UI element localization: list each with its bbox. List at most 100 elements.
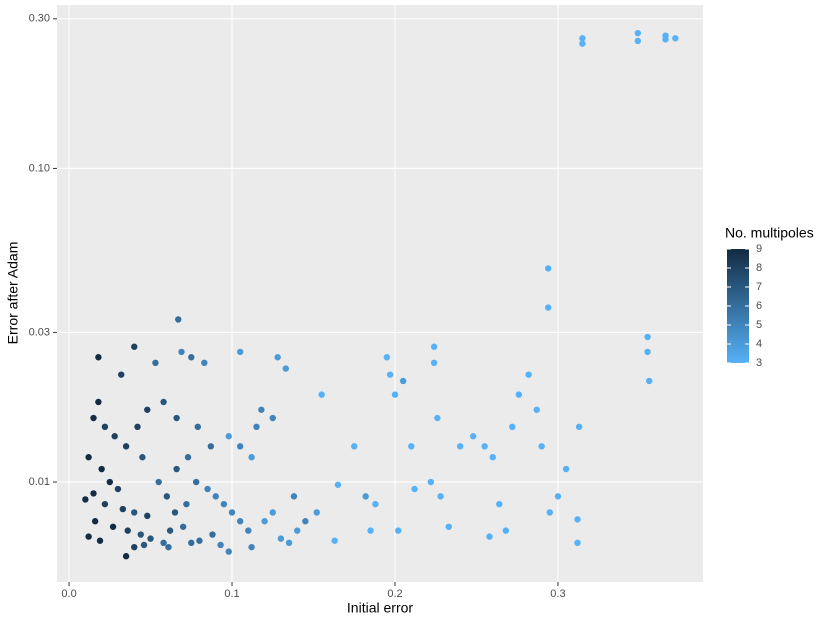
point [90,414,97,422]
point [313,509,320,516]
point [188,354,195,361]
point [496,500,503,508]
point [430,359,438,366]
point [248,454,255,461]
point [207,443,215,450]
point [194,423,202,431]
point [236,518,244,525]
point [155,478,162,486]
point [90,490,97,497]
point [294,527,301,534]
point [544,304,552,311]
point [124,527,131,534]
y-tick-label: 0.03 [29,326,50,338]
point [646,377,653,385]
point [178,348,185,356]
point [163,493,171,500]
point [408,443,415,450]
y-tick-label: 0.30 [29,13,50,25]
point [212,493,219,500]
point [662,36,669,43]
point [634,37,642,45]
point [533,406,540,413]
point [546,509,554,516]
point [644,348,651,356]
point [269,414,276,422]
point [331,537,338,544]
point [109,523,117,530]
point [290,493,298,500]
point [285,539,293,547]
point [144,406,151,413]
point [245,527,252,534]
point [367,527,374,534]
point [253,423,260,431]
point [575,423,583,431]
point [96,537,104,544]
point [101,500,109,508]
point [137,531,144,538]
point [434,414,441,422]
point [85,533,92,540]
point [470,433,477,440]
x-tick-label: 0.2 [387,588,402,600]
point [95,354,102,361]
point [579,35,586,42]
x-axis-title: Initial error [347,600,413,616]
legend-label: 9 [756,243,762,255]
point [160,398,167,406]
point [114,485,122,493]
point [411,485,418,493]
point [165,543,172,551]
legend-label: 7 [756,281,762,293]
point [372,500,379,508]
point [160,539,167,547]
point [489,454,496,461]
point [248,543,255,551]
point [386,371,394,378]
point [131,543,138,551]
point [184,454,192,461]
point [217,541,224,549]
point [427,478,435,486]
point [122,443,130,450]
point [106,478,114,486]
point [554,493,562,500]
point [209,531,216,538]
point [515,391,523,398]
legend-label: 4 [756,338,762,350]
point [672,35,679,42]
point [258,406,265,413]
point [98,465,105,473]
point [502,527,510,534]
point [192,478,200,486]
point [91,518,99,525]
point [134,423,141,431]
point [538,443,545,450]
point [204,485,211,493]
point [562,465,570,473]
point [220,500,228,508]
legend-label: 6 [756,300,762,312]
point [118,371,125,378]
x-tick-label: 0.0 [61,588,76,600]
point [201,359,208,366]
point [302,518,309,525]
point [171,509,179,516]
point [173,465,180,473]
point [173,414,180,422]
legend-title: No. multipoles [725,225,814,241]
point [395,527,402,534]
point [111,433,118,440]
point [399,377,407,385]
point [383,354,391,361]
point [509,423,516,431]
point [131,509,138,516]
point [318,391,325,398]
point [228,509,236,516]
colorbar [727,249,749,363]
point [430,343,438,350]
point [274,354,281,361]
point [196,537,203,544]
